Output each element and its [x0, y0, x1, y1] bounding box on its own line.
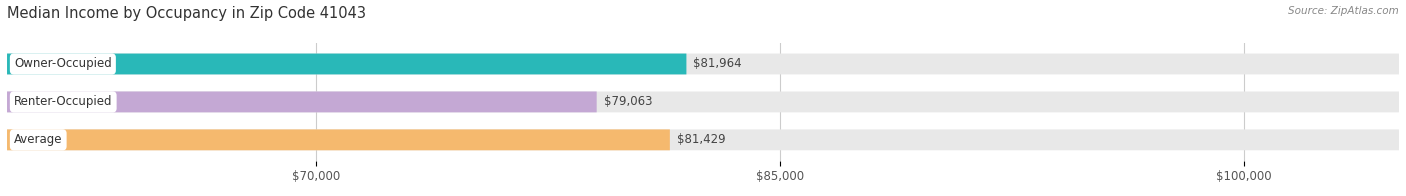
FancyBboxPatch shape	[7, 129, 1399, 150]
Text: $81,964: $81,964	[693, 57, 742, 71]
Text: Source: ZipAtlas.com: Source: ZipAtlas.com	[1288, 6, 1399, 16]
FancyBboxPatch shape	[7, 92, 596, 112]
Text: Average: Average	[14, 133, 62, 146]
FancyBboxPatch shape	[7, 54, 686, 74]
Text: Median Income by Occupancy in Zip Code 41043: Median Income by Occupancy in Zip Code 4…	[7, 6, 366, 21]
Text: $79,063: $79,063	[603, 95, 652, 108]
Text: $81,429: $81,429	[676, 133, 725, 146]
Text: Renter-Occupied: Renter-Occupied	[14, 95, 112, 108]
FancyBboxPatch shape	[7, 129, 669, 150]
FancyBboxPatch shape	[7, 54, 1399, 74]
FancyBboxPatch shape	[7, 92, 1399, 112]
Text: Owner-Occupied: Owner-Occupied	[14, 57, 111, 71]
